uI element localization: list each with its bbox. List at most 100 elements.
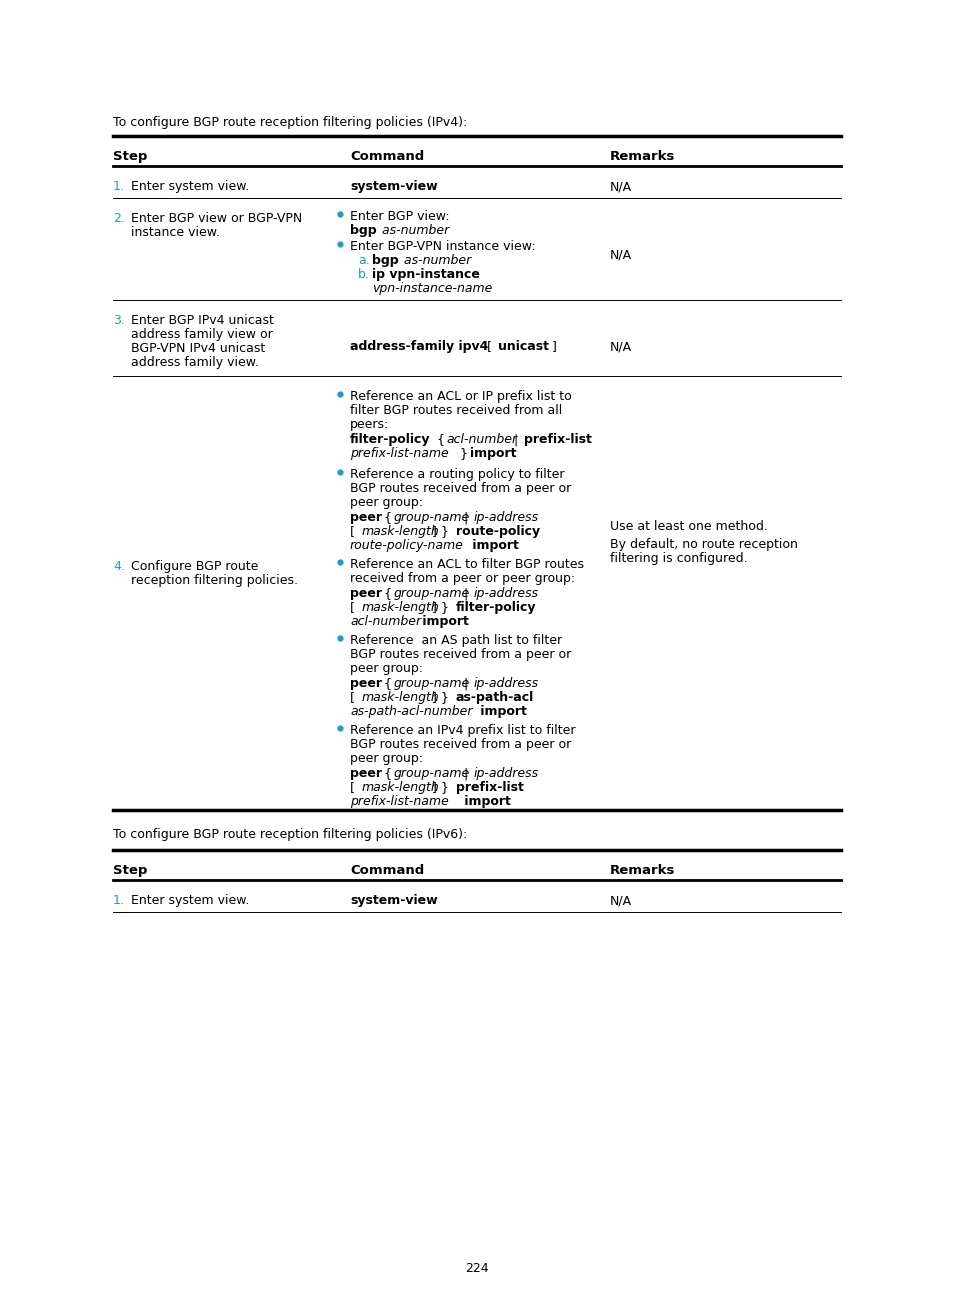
Text: b.: b. xyxy=(357,268,370,281)
Text: mask-length: mask-length xyxy=(361,691,439,704)
Text: import: import xyxy=(476,705,526,718)
Text: 4.: 4. xyxy=(112,560,125,573)
Text: filter BGP routes received from all: filter BGP routes received from all xyxy=(350,404,561,417)
Text: Enter BGP view:: Enter BGP view: xyxy=(350,210,449,223)
Text: [: [ xyxy=(350,525,358,538)
Text: Reference  an AS path list to filter: Reference an AS path list to filter xyxy=(350,634,561,647)
Text: N/A: N/A xyxy=(609,180,632,193)
Text: filtering is configured.: filtering is configured. xyxy=(609,552,747,565)
Text: N/A: N/A xyxy=(609,894,632,907)
Text: group-name: group-name xyxy=(394,677,470,689)
Text: Reference an ACL or IP prefix list to: Reference an ACL or IP prefix list to xyxy=(350,390,571,403)
Text: peer group:: peer group: xyxy=(350,662,422,675)
Text: Configure BGP route: Configure BGP route xyxy=(131,560,258,573)
Text: prefix-list-name: prefix-list-name xyxy=(350,794,448,807)
Text: import: import xyxy=(417,616,468,629)
Text: To configure BGP route reception filtering policies (IPv6):: To configure BGP route reception filteri… xyxy=(112,828,467,841)
Text: Remarks: Remarks xyxy=(609,150,675,163)
Text: Enter system view.: Enter system view. xyxy=(131,180,249,193)
Text: |: | xyxy=(459,767,472,780)
Text: {: { xyxy=(379,767,395,780)
Text: peer group:: peer group: xyxy=(350,752,422,765)
Text: import: import xyxy=(468,539,518,552)
Text: received from a peer or peer group:: received from a peer or peer group: xyxy=(350,572,575,584)
Text: Step: Step xyxy=(112,864,147,877)
Text: BGP routes received from a peer or: BGP routes received from a peer or xyxy=(350,737,571,750)
Text: Command: Command xyxy=(350,150,424,163)
Text: BGP-VPN IPv4 unicast: BGP-VPN IPv4 unicast xyxy=(131,342,265,355)
Text: address-family ipv4: address-family ipv4 xyxy=(350,340,488,353)
Text: ip-address: ip-address xyxy=(474,767,538,780)
Text: mask-length: mask-length xyxy=(361,781,439,794)
Text: Remarks: Remarks xyxy=(609,864,675,877)
Text: address family view or: address family view or xyxy=(131,328,273,341)
Text: BGP routes received from a peer or: BGP routes received from a peer or xyxy=(350,482,571,495)
Text: [: [ xyxy=(350,691,358,704)
Text: group-name: group-name xyxy=(394,511,470,524)
Text: prefix-list: prefix-list xyxy=(523,433,591,446)
Text: acl-number: acl-number xyxy=(446,433,517,446)
Text: Reference an IPv4 prefix list to filter: Reference an IPv4 prefix list to filter xyxy=(350,724,575,737)
Text: N/A: N/A xyxy=(609,248,632,260)
Text: {: { xyxy=(433,433,449,446)
Text: vpn-instance-name: vpn-instance-name xyxy=(372,283,492,295)
Text: prefix-list: prefix-list xyxy=(456,781,523,794)
Text: [: [ xyxy=(482,340,496,353)
Text: Reference a routing policy to filter: Reference a routing policy to filter xyxy=(350,468,564,481)
Text: [: [ xyxy=(350,781,358,794)
Text: 3.: 3. xyxy=(112,314,125,327)
Text: as-number: as-number xyxy=(377,224,449,237)
Text: Step: Step xyxy=(112,150,147,163)
Text: {: { xyxy=(379,677,395,689)
Text: as-path-acl: as-path-acl xyxy=(456,691,534,704)
Text: 224: 224 xyxy=(465,1262,488,1275)
Text: Reference an ACL to filter BGP routes: Reference an ACL to filter BGP routes xyxy=(350,559,583,572)
Text: ip-address: ip-address xyxy=(474,677,538,689)
Text: peer: peer xyxy=(350,767,381,780)
Text: ] }: ] } xyxy=(428,601,453,614)
Text: a.: a. xyxy=(357,254,370,267)
Text: filter-policy: filter-policy xyxy=(350,433,430,446)
Text: address family view.: address family view. xyxy=(131,356,258,369)
Text: To configure BGP route reception filtering policies (IPv4):: To configure BGP route reception filteri… xyxy=(112,117,467,130)
Text: as-path-acl-number: as-path-acl-number xyxy=(350,705,472,718)
Text: 1.: 1. xyxy=(112,894,125,907)
Text: route-policy-name: route-policy-name xyxy=(350,539,463,552)
Text: import: import xyxy=(470,447,516,460)
Text: unicast: unicast xyxy=(497,340,548,353)
Text: N/A: N/A xyxy=(609,340,632,353)
Text: ip vpn-instance: ip vpn-instance xyxy=(372,268,479,281)
Text: group-name: group-name xyxy=(394,767,470,780)
Text: Enter BGP-VPN instance view:: Enter BGP-VPN instance view: xyxy=(350,240,535,253)
Text: |: | xyxy=(459,511,472,524)
Text: peers:: peers: xyxy=(350,419,389,432)
Text: BGP routes received from a peer or: BGP routes received from a peer or xyxy=(350,648,571,661)
Text: Use at least one method.: Use at least one method. xyxy=(609,520,767,533)
Text: ip-address: ip-address xyxy=(474,511,538,524)
Text: bgp: bgp xyxy=(350,224,376,237)
Text: By default, no route reception: By default, no route reception xyxy=(609,538,797,551)
Text: peer: peer xyxy=(350,587,381,600)
Text: ] }: ] } xyxy=(428,525,453,538)
Text: 2.: 2. xyxy=(112,213,125,226)
Text: peer group:: peer group: xyxy=(350,496,422,509)
Text: {: { xyxy=(379,587,395,600)
Text: |: | xyxy=(459,677,472,689)
Text: }: } xyxy=(456,447,472,460)
Text: 1.: 1. xyxy=(112,180,125,193)
Text: group-name: group-name xyxy=(394,587,470,600)
Text: ]: ] xyxy=(547,340,557,353)
Text: import: import xyxy=(459,794,511,807)
Text: |: | xyxy=(459,587,472,600)
Text: ] }: ] } xyxy=(428,691,453,704)
Text: reception filtering policies.: reception filtering policies. xyxy=(131,574,297,587)
Text: ip-address: ip-address xyxy=(474,587,538,600)
Text: Enter BGP view or BGP-VPN: Enter BGP view or BGP-VPN xyxy=(131,213,302,226)
Text: instance view.: instance view. xyxy=(131,226,219,238)
Text: system-view: system-view xyxy=(350,180,437,193)
Text: Enter system view.: Enter system view. xyxy=(131,894,249,907)
Text: mask-length: mask-length xyxy=(361,601,439,614)
Text: [: [ xyxy=(350,601,358,614)
Text: peer: peer xyxy=(350,511,381,524)
Text: prefix-list-name: prefix-list-name xyxy=(350,447,448,460)
